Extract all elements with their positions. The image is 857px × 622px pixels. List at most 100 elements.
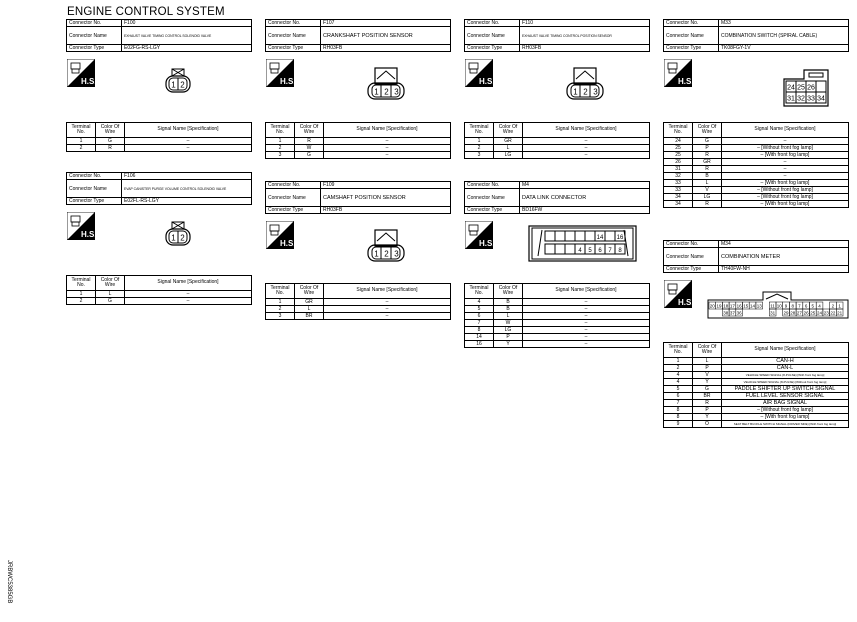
pin-label: 26 [804, 311, 810, 316]
connector-diagram: 20 19 18 17 16 15 14 13 11 10 9 8 7 6 5 4 2 1 38 37 36 31 29 28… [707, 290, 849, 325]
terminal-table: Terminal No. Color Of Wire Signal Name [Sp… [66, 275, 252, 305]
pin-label: 1 [171, 81, 176, 90]
connector-no-label: Connector No. [464, 181, 520, 189]
pin-label: 19 [716, 304, 722, 309]
connector-type: BD16FW [519, 206, 650, 214]
pin-label: 1 [374, 88, 379, 97]
signal-name: PADDLE SHIFTER UP SWITCH SIGNAL [721, 385, 849, 393]
wire-color: R [692, 151, 722, 159]
wire-color: BR [294, 312, 324, 320]
pin-label: 2 [180, 81, 185, 90]
terminal-row: 2 P CAN-L [663, 364, 849, 372]
terminal-table: Terminal No. Color Of Wire Signal Name [Sp… [265, 283, 451, 320]
signal-name: – [522, 333, 650, 341]
signal-name: – [323, 305, 451, 313]
pin-label: 32 [797, 96, 805, 103]
connector-name: DATA LINK CONNECTOR [519, 188, 650, 207]
terminal-no: 8 [663, 406, 693, 414]
terminal-no: 3 [265, 312, 295, 320]
pin-label: 17 [730, 304, 736, 309]
pin-label: 22 [830, 311, 836, 316]
signal-name: – [With front fog lamp] [721, 179, 849, 187]
wire-color: B [493, 298, 523, 306]
svg-text:H.S.: H.S. [280, 239, 294, 248]
terminal-row: 2 L – [265, 305, 451, 313]
signal-name: – [323, 312, 451, 320]
pin-label: 3 [394, 250, 399, 259]
terminal-row: 8 P – [Without front fog lamp] [663, 406, 849, 414]
wire-color: R [294, 137, 324, 145]
pin-label: 29 [783, 311, 789, 316]
pin-label: 9 [785, 304, 788, 309]
harness-side-icon: H.S. [265, 58, 296, 88]
terminal-no: 7 [663, 399, 693, 407]
wire-color: R [692, 399, 722, 407]
connector-info-table: Connector No. M4 Connector Name DATA LINK … [464, 181, 650, 214]
connector-info-table: Connector No. F106 Connector Name EVAP CAN… [66, 172, 252, 205]
pin-label: 7 [608, 248, 612, 254]
wire-color: Y [692, 378, 722, 386]
connector-no: M34 [718, 240, 849, 248]
pin-label: 5 [812, 304, 815, 309]
wire-color: LG [692, 193, 722, 201]
terminal-table: Terminal No. Color Of Wire Signal Name [Sp… [66, 122, 252, 152]
connector-type-label: Connector Type [663, 44, 719, 52]
terminal-no: 6 [464, 312, 494, 320]
terminal-row: 3 LG – [464, 151, 650, 159]
harness-side-icon: H.S. [66, 58, 97, 88]
connector-name-label: Connector Name [66, 179, 122, 198]
svg-text:H.S.: H.S. [81, 230, 95, 239]
pin-label: 24 [787, 85, 795, 92]
harness-side-icon: H.S. [464, 58, 495, 88]
pin-label: 8 [791, 304, 794, 309]
connector-f100: Connector No. F100 Connector Name EXHAUST … [66, 19, 252, 152]
connector-f107: Connector No. F107 Connector Name CRANKSHA… [265, 19, 451, 159]
pin-label: 1 [171, 234, 176, 243]
signal-name: – [124, 137, 252, 145]
wire-color: LG [493, 326, 523, 334]
pin-label: 6 [598, 248, 602, 254]
terminal-no-header: Terminal No. [66, 122, 96, 138]
terminal-no: 1 [66, 290, 96, 298]
signal-name: – [323, 137, 451, 145]
signal-name: – [124, 144, 252, 152]
wire-color-header: Color Of Wire [493, 283, 523, 299]
terminal-row: 2 G – [66, 297, 252, 305]
pin-label: 4 [818, 304, 821, 309]
pin-label: 33 [807, 96, 815, 103]
connector-no: F109 [320, 181, 451, 189]
terminal-no: 5 [464, 305, 494, 313]
terminal-no: 25 [663, 144, 693, 152]
terminal-no: 33 [663, 179, 693, 187]
pin-label: 1 [573, 88, 578, 97]
signal-name: – [Without front fog lamp] [721, 406, 849, 414]
terminal-row: 14 P – [464, 333, 650, 341]
wire-color: GR [493, 137, 523, 145]
signal-name-header: Signal Name [Specification] [721, 342, 849, 358]
terminal-row: 7 W – [464, 319, 650, 327]
terminal-no: 8 [464, 326, 494, 334]
connector-name-label: Connector Name [464, 188, 520, 207]
connector-name: EXHAUST VALVE TIMING CONTROL POSITION SE… [519, 26, 650, 45]
wire-color: V [692, 371, 722, 379]
signal-name: – [Without front fog lamp] [721, 144, 849, 152]
wire-color-header: Color Of Wire [493, 122, 523, 138]
connector-type-label: Connector Type [464, 44, 520, 52]
terminal-row: 1 GR – [265, 298, 451, 306]
connector-info-table: Connector No. M33 Connector Name COMBINATI… [663, 19, 849, 52]
terminal-no: 1 [265, 298, 295, 306]
terminal-table: Terminal No. Color Of Wire Signal Name [Sp… [265, 122, 451, 159]
terminal-row: 7 R AIR BAG SIGNAL [663, 399, 849, 407]
terminal-no-header: Terminal No. [265, 122, 295, 138]
pin-label: 14 [750, 304, 756, 309]
wire-color: L [493, 144, 523, 152]
connector-name-label: Connector Name [464, 26, 520, 45]
connector-name: EVAP CANISTER PURGE VOLUME CONTROL SOLEN… [121, 179, 252, 198]
wire-color-header: Color Of Wire [95, 275, 125, 291]
wire-color: P [692, 364, 722, 372]
terminal-no: 4 [464, 298, 494, 306]
wire-color: B [493, 305, 523, 313]
signal-name: AIR BAG SIGNAL [721, 399, 849, 407]
terminal-no: 5 [663, 385, 693, 393]
